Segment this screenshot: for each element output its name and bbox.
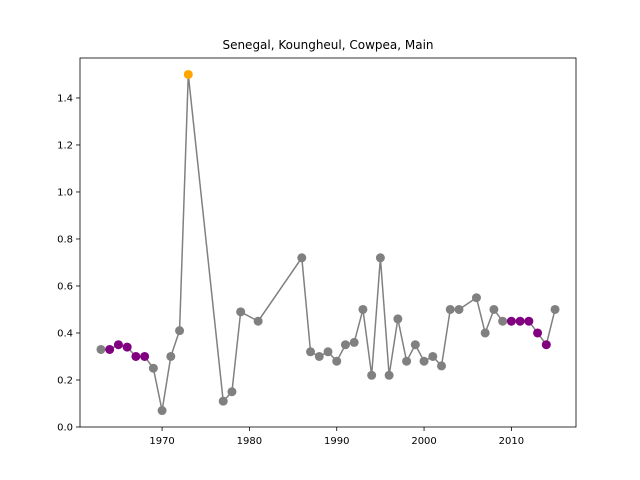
x-tick-label: 1980 <box>237 436 262 447</box>
data-point-normal <box>358 304 368 314</box>
plot-area <box>79 57 577 428</box>
x-tick-label: 2010 <box>499 436 524 447</box>
x-tick-label: 1990 <box>324 436 349 447</box>
data-point-normal <box>218 396 228 406</box>
data-point-normal <box>419 356 429 366</box>
data-point-normal <box>340 340 350 350</box>
data-points <box>96 69 560 416</box>
data-point-normal <box>550 304 560 314</box>
data-point-low <box>140 351 150 361</box>
chart-title: Senegal, Koungheul, Cowpea, Main <box>222 38 433 52</box>
data-point-normal <box>410 340 420 350</box>
y-tick-label: 1.4 <box>57 93 73 104</box>
data-point-normal <box>306 347 316 357</box>
y-tick-label: 0.6 <box>57 281 73 292</box>
data-point-normal <box>489 304 499 314</box>
data-point-normal <box>384 370 394 380</box>
y-tick-label: 1.0 <box>57 187 73 198</box>
data-point-normal <box>445 304 455 314</box>
data-point-low <box>105 344 115 354</box>
data-point-normal <box>437 361 447 371</box>
data-point-normal <box>367 370 377 380</box>
data-point-normal <box>480 328 490 338</box>
data-point-normal <box>402 356 412 366</box>
data-point-normal <box>175 326 185 336</box>
data-point-normal <box>323 347 333 357</box>
data-point-normal <box>148 363 158 373</box>
data-point-normal <box>297 253 307 263</box>
data-point-normal <box>471 293 481 303</box>
data-point-normal <box>428 351 438 361</box>
data-point-high <box>183 69 193 79</box>
data-point-low <box>515 316 525 326</box>
x-axis: 1970 1980 1990 2000 2010 <box>149 427 524 447</box>
data-point-normal <box>498 316 508 326</box>
y-tick-label: 0.8 <box>57 234 73 245</box>
data-point-normal <box>96 344 106 354</box>
data-point-normal <box>157 406 167 416</box>
data-point-normal <box>375 253 385 263</box>
data-point-normal <box>236 307 246 317</box>
data-point-normal <box>314 351 324 361</box>
data-point-low <box>524 316 534 326</box>
data-point-normal <box>454 304 464 314</box>
data-point-low <box>113 340 123 350</box>
data-point-normal <box>349 337 359 347</box>
data-point-normal <box>227 387 237 397</box>
data-point-low <box>506 316 516 326</box>
data-point-normal <box>393 314 403 324</box>
data-point-low <box>541 340 551 350</box>
x-tick-label: 1970 <box>149 436 174 447</box>
data-point-low <box>533 328 543 338</box>
x-tick-label: 2000 <box>411 436 436 447</box>
y-tick-label: 1.2 <box>57 140 73 151</box>
data-point-normal <box>332 356 342 366</box>
y-tick-label: 0.2 <box>57 375 73 386</box>
y-tick-label: 0.4 <box>57 328 73 339</box>
data-point-normal <box>253 316 263 326</box>
data-point-normal <box>166 351 176 361</box>
y-tick-label: 0.0 <box>57 423 73 434</box>
data-point-low <box>122 342 132 352</box>
data-point-low <box>131 351 141 361</box>
y-axis: 0.0 0.2 0.4 0.6 0.8 1.0 1.2 1.4 <box>57 93 80 434</box>
